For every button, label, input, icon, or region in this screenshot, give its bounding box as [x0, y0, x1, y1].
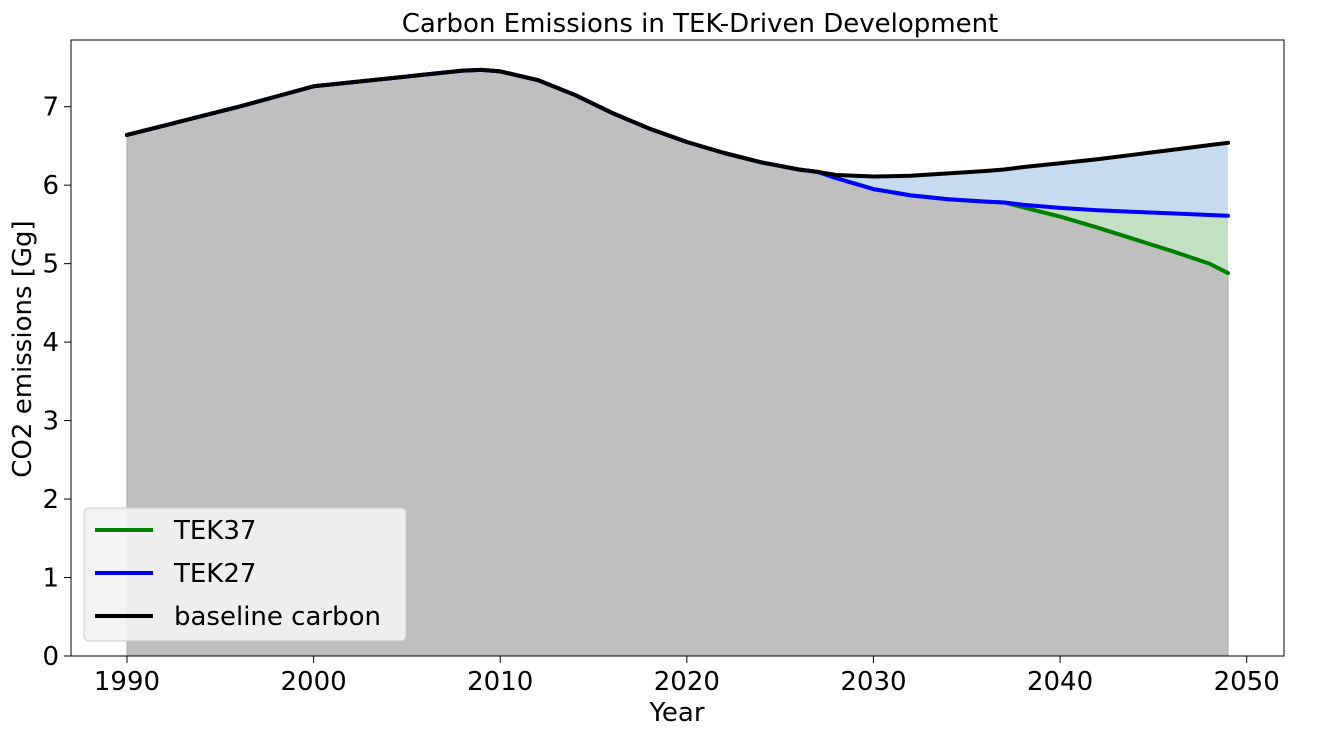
y-tick-label: 2 [42, 485, 59, 515]
y-axis-ticks: 0 1 2 3 4 5 6 7 [42, 93, 71, 672]
y-tick-label: 7 [42, 93, 59, 123]
plot-frame [70, 39, 1285, 657]
x-axis-ticks: 1990 2000 2010 2020 2030 2040 2050 [94, 656, 1280, 697]
y-tick-label: 3 [42, 407, 59, 437]
y-tick-label: 6 [42, 171, 59, 201]
series-lines [124, 67, 1231, 276]
legend: TEK37 TEK27 baseline carbon [83, 507, 407, 642]
chart-title: Carbon Emissions in TEK-Driven Developme… [402, 9, 999, 39]
y-tick-label: 5 [42, 250, 59, 280]
x-tick-label: 2000 [281, 667, 347, 697]
x-axis-label: Year [648, 698, 704, 728]
x-tick-label: 2020 [654, 667, 720, 697]
tek27-savings-fill [126, 69, 1229, 216]
y-tick-label: 0 [42, 642, 59, 672]
legend-label-tek37: TEK37 [173, 516, 256, 546]
x-tick-label: 2050 [1214, 667, 1280, 697]
y-axis-label: CO2 emissions [Gg] [8, 220, 38, 477]
x-tick-label: 2030 [840, 667, 906, 697]
y-tick-label: 4 [42, 328, 59, 358]
legend-label-tek27: TEK27 [173, 559, 256, 589]
legend-label-baseline-carbon: baseline carbon [174, 602, 381, 632]
series-line-baseline-carbon [124, 67, 1231, 179]
legend-box [83, 507, 407, 642]
y-tick-label: 1 [42, 564, 59, 594]
x-tick-label: 1990 [94, 667, 160, 697]
x-tick-label: 2010 [467, 667, 533, 697]
x-tick-label: 2040 [1027, 667, 1093, 697]
